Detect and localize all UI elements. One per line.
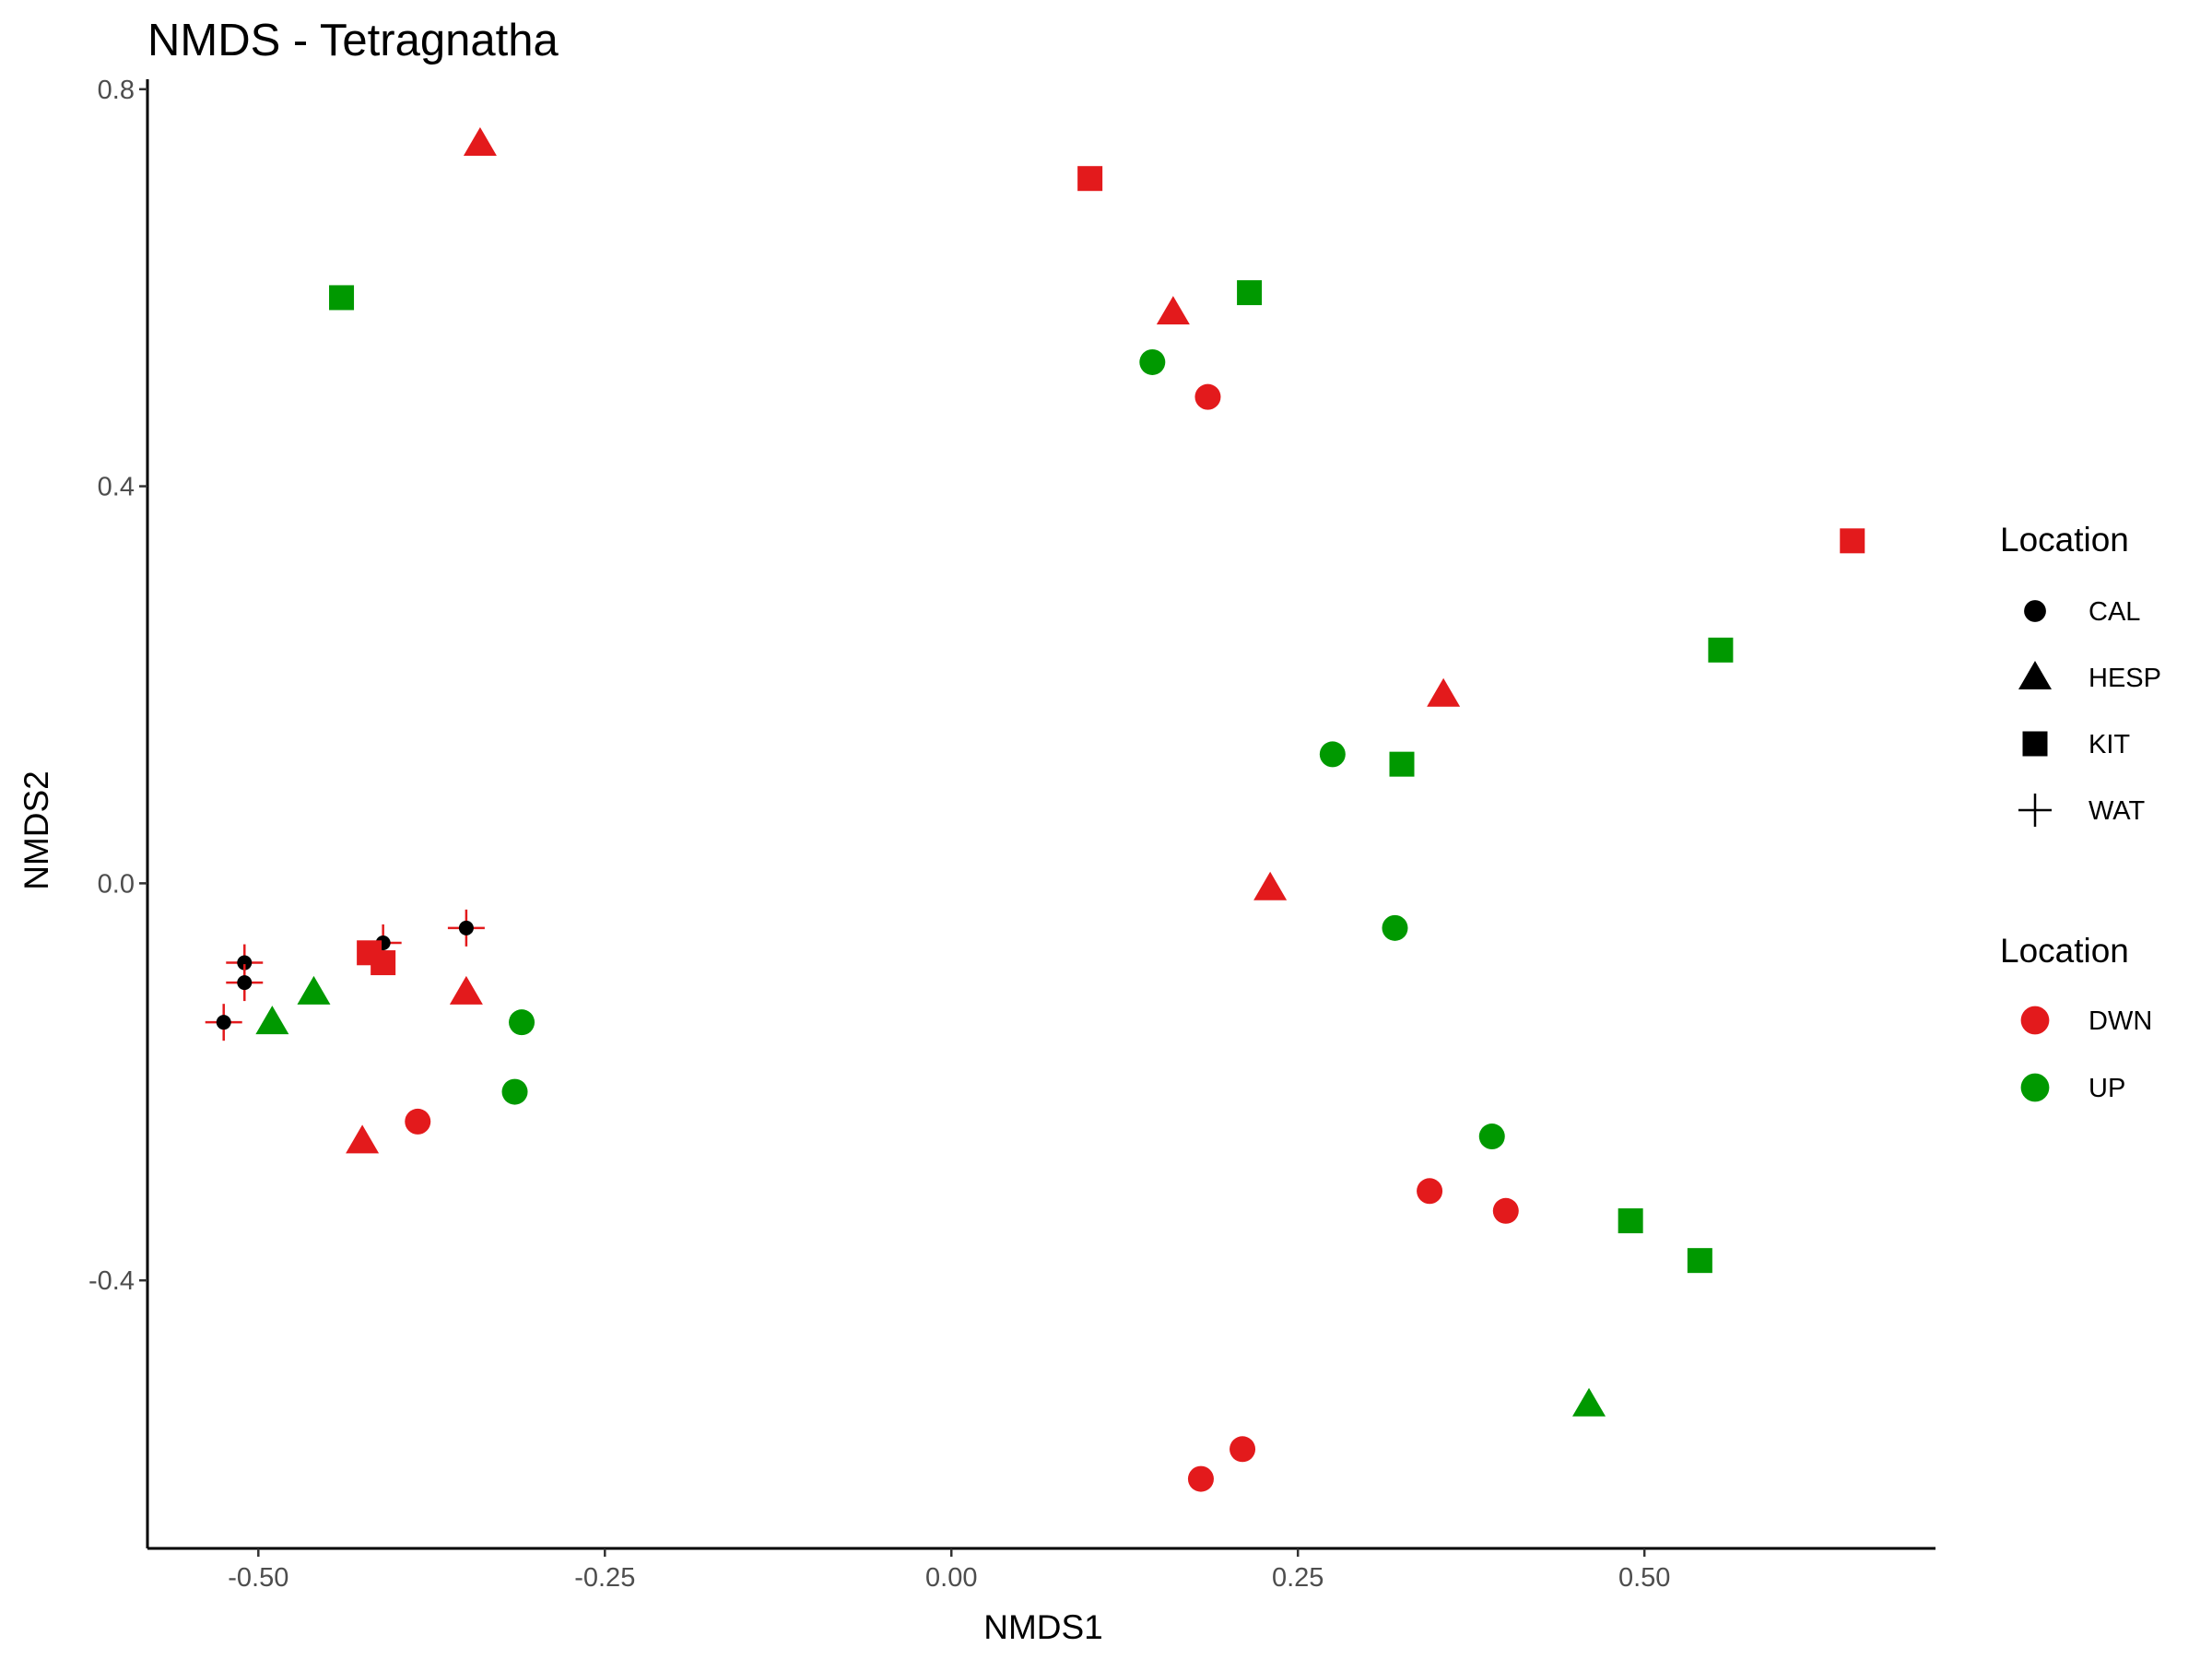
legend-key-square [2022, 731, 2048, 757]
legend-key-triangle [2018, 661, 2052, 689]
data-point-triangle-dwn [449, 975, 483, 1005]
data-point-wat [205, 1004, 242, 1041]
y-tick-label: 0.8 [98, 76, 135, 105]
data-points [205, 127, 1865, 1492]
legend-key-up [2020, 1073, 2050, 1102]
legend-label: DWN [2088, 1006, 2152, 1036]
data-point-square-dwn [1840, 528, 1865, 554]
data-point-triangle-up [255, 1006, 289, 1035]
data-point-triangle-dwn [1427, 677, 1461, 707]
x-axis-title: NMDS1 [983, 1608, 1103, 1646]
data-point-circle-dwn [1492, 1197, 1519, 1224]
data-point-wat [226, 944, 264, 982]
x-tick-label: 0.00 [925, 1563, 977, 1593]
data-point-square-dwn [371, 950, 396, 976]
data-point-square-up [1708, 637, 1734, 663]
data-point-square-up [329, 285, 355, 311]
data-point-wat [447, 909, 485, 947]
legend-key-circle [2024, 600, 2046, 622]
data-point-circle-dwn [1187, 1465, 1214, 1492]
data-point-circle-up [1139, 348, 1166, 375]
x-tick-label: 0.50 [1618, 1563, 1670, 1593]
y-tick-label: 0.0 [98, 869, 135, 899]
data-point-circle-dwn [1417, 1178, 1443, 1205]
x-tick-label: -0.50 [228, 1563, 288, 1593]
data-point-circle-up [1319, 741, 1346, 768]
legend-label: UP [2088, 1074, 2125, 1103]
data-point-circle-up [501, 1078, 528, 1105]
legend-key-dwn [2020, 1006, 2050, 1035]
chart-title: NMDS - Tetragnatha [147, 16, 559, 65]
data-point-square-up [1389, 751, 1415, 777]
data-point-square-up [1237, 280, 1263, 306]
data-point-circle-up [1478, 1124, 1505, 1150]
data-point-triangle-dwn [346, 1124, 380, 1154]
x-tick-label: 0.25 [1272, 1563, 1324, 1593]
data-point-circle-up [1382, 914, 1408, 941]
axes: -0.50 -0.25 0.00 0.25 0.50 -0.4 0.0 0.4 0.8 [88, 76, 1936, 1593]
legend-label: HESP [2088, 664, 2161, 693]
legend-label: CAL [2088, 597, 2140, 627]
legend-key-plus [2018, 794, 2052, 827]
x-tick-label: -0.25 [574, 1563, 635, 1593]
y-tick-label: 0.4 [98, 473, 135, 502]
data-point-circle-dwn [405, 1108, 431, 1135]
y-axis-title: NMDS2 [18, 771, 55, 890]
legend-title: Location [2000, 521, 2129, 559]
data-point-square-dwn [1077, 166, 1103, 192]
data-point-triangle-dwn [1156, 296, 1190, 325]
data-point-wat [226, 964, 264, 1002]
data-point-triangle-dwn [463, 127, 497, 156]
y-tick-label: -0.4 [88, 1266, 135, 1296]
legend: Location CAL HESP KIT WAT Location DWN UP [2000, 521, 2161, 1103]
data-point-square-up [1618, 1208, 1643, 1234]
legend-label: WAT [2088, 796, 2145, 826]
data-point-circle-dwn [1194, 383, 1221, 410]
data-point-square-up [1687, 1248, 1712, 1274]
data-point-circle-up [509, 1009, 535, 1036]
legend-label: KIT [2088, 730, 2130, 759]
data-point-circle-dwn [1230, 1436, 1256, 1463]
data-point-triangle-up [1572, 1387, 1606, 1417]
data-point-triangle-dwn [1253, 871, 1288, 900]
data-point-triangle-up [297, 975, 331, 1005]
legend-title: Location [2000, 932, 2129, 970]
